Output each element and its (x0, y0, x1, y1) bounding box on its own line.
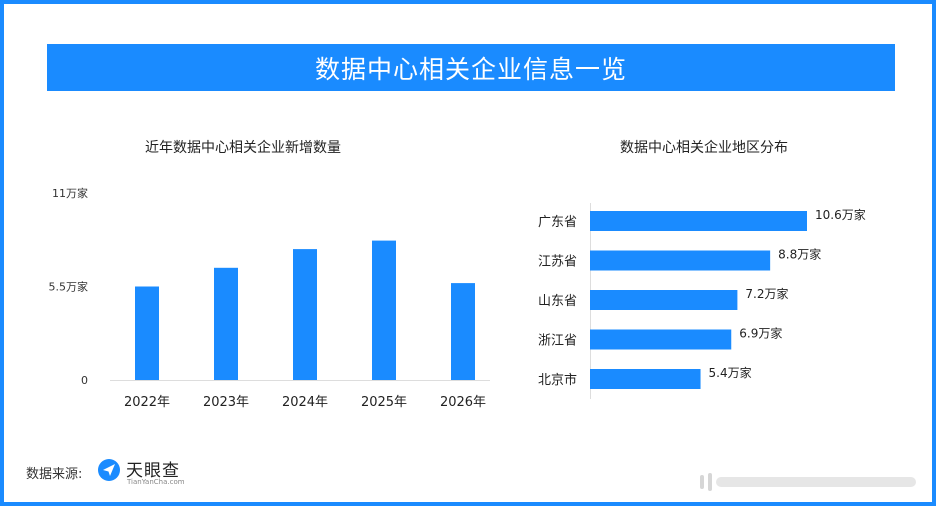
bar-2022年 (135, 286, 159, 380)
source-label: 数据来源: (26, 467, 83, 482)
x-tick-label: 2023年 (203, 395, 249, 410)
y-tick-label: 5.5万家 (49, 280, 89, 294)
source-logo-url: TianYanCha.com (127, 478, 185, 486)
bar-2024年 (293, 249, 317, 380)
bar-北京市 (590, 369, 701, 389)
region-label: 浙江省 (538, 334, 577, 349)
bar-山东省 (590, 290, 738, 310)
value-label: 6.9万家 (739, 326, 782, 341)
x-tick-label: 2025年 (361, 395, 407, 410)
bar-江苏省 (590, 250, 771, 271)
right-chart-title: 数据中心相关企业地区分布 (620, 140, 788, 156)
region-label: 江苏省 (538, 254, 577, 270)
bar-2025年 (372, 240, 396, 380)
bar-广东省 (590, 211, 807, 231)
y-tick-label: 0 (81, 374, 88, 387)
region-label: 北京市 (538, 372, 577, 388)
page-title: 数据中心相关企业信息一览 (47, 44, 895, 91)
x-tick-label: 2024年 (282, 395, 328, 410)
x-tick-label: 2022年 (124, 395, 170, 410)
region-label: 广东省 (538, 215, 577, 230)
tianyancha-logo-icon (98, 459, 120, 481)
bar-浙江省 (590, 329, 732, 350)
watermark-decoration (700, 473, 916, 491)
y-tick-label: 11万家 (52, 186, 88, 200)
region-label: 山东省 (538, 294, 577, 309)
left-chart-title: 近年数据中心相关企业新增数量 (145, 140, 341, 156)
x-tick-label: 2026年 (440, 395, 486, 410)
value-label: 8.8万家 (778, 247, 821, 262)
source-logo-text: 天眼查 (126, 461, 180, 481)
bar-2026年 (451, 283, 475, 380)
value-label: 5.4万家 (709, 365, 752, 380)
value-label: 7.2万家 (745, 286, 788, 301)
bar-2023年 (214, 267, 238, 380)
value-label: 10.6万家 (815, 207, 866, 222)
